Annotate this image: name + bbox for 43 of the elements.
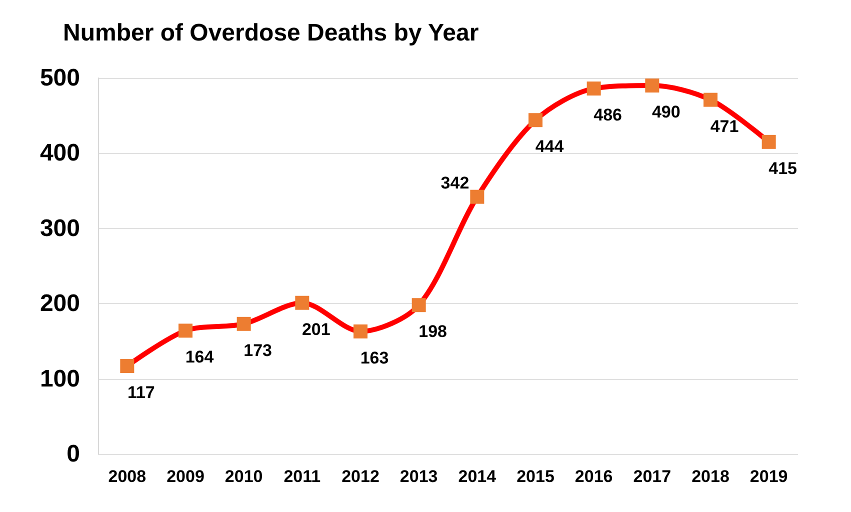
point <box>645 78 660 93</box>
y-tick-label: 0 <box>66 440 80 468</box>
point <box>586 82 601 96</box>
x-tick-label: 2009 <box>166 467 204 486</box>
data-label: 415 <box>768 158 798 178</box>
x-tick-label: 2010 <box>224 467 263 486</box>
point <box>762 134 776 149</box>
x-tick-label: 2013 <box>400 467 438 486</box>
point <box>704 92 718 107</box>
data-label: 471 <box>710 116 739 136</box>
chart-title: Number of Overdose Deaths by Year <box>63 20 479 46</box>
data-label: 490 <box>652 102 680 122</box>
x-tick-label: 2014 <box>458 467 497 486</box>
data-label: 198 <box>418 322 448 342</box>
data-label: 201 <box>302 320 330 339</box>
y-tick-label: 100 <box>40 365 80 392</box>
data-label: 342 <box>440 173 470 192</box>
x-tick-label: 2015 <box>516 467 554 486</box>
x-tick-label: 2012 <box>342 467 380 486</box>
x-tick-label: 2008 <box>108 467 146 486</box>
point <box>470 190 484 204</box>
data-label: 163 <box>360 348 389 368</box>
y-tick-label: 300 <box>40 214 80 242</box>
point <box>236 316 251 331</box>
point <box>295 296 310 310</box>
point <box>178 324 192 338</box>
data-label: 486 <box>594 106 622 125</box>
point <box>528 113 542 128</box>
point <box>120 359 134 374</box>
x-tick-label: 2016 <box>574 467 613 486</box>
data-label: 117 <box>127 383 155 402</box>
x-tick-label: 2019 <box>750 467 788 486</box>
y-tick-label: 500 <box>40 64 80 92</box>
data-label: 444 <box>535 137 564 156</box>
point <box>412 298 426 312</box>
x-tick-label: 2011 <box>284 467 321 486</box>
x-tick-label: 2018 <box>692 467 730 486</box>
y-tick-label: 200 <box>40 290 80 318</box>
data-label: 173 <box>244 340 272 360</box>
x-tick-label: 2017 <box>633 467 672 486</box>
y-tick-label: 400 <box>40 140 80 167</box>
data-label: 164 <box>185 348 214 367</box>
point <box>354 324 368 338</box>
